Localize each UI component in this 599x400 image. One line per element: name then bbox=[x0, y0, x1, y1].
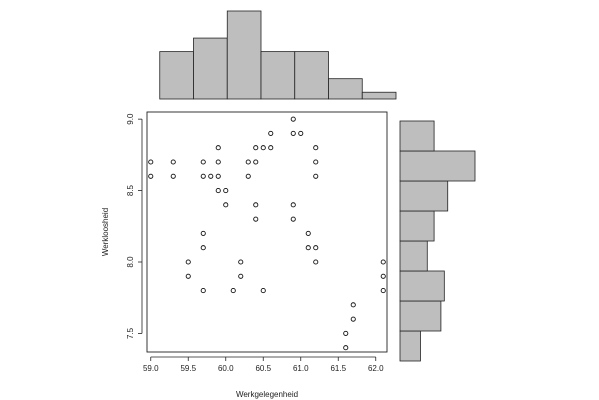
scatter-point bbox=[313, 145, 319, 151]
y-histogram-bar bbox=[399, 330, 421, 362]
scatter-point bbox=[290, 116, 296, 122]
scatter-point bbox=[215, 173, 221, 179]
x-histogram-bar bbox=[361, 91, 397, 100]
scatter-point bbox=[313, 245, 319, 251]
x-histogram-bar bbox=[260, 51, 296, 100]
scatter-point bbox=[380, 259, 386, 265]
x-tick-label: 62.0 bbox=[368, 364, 384, 373]
scatter-point bbox=[380, 273, 386, 279]
scatter-point bbox=[313, 173, 319, 179]
y-histogram-bar bbox=[399, 210, 435, 242]
scatter-point bbox=[200, 159, 206, 165]
x-tick-label: 61.5 bbox=[330, 364, 346, 373]
scatter-point bbox=[343, 330, 349, 336]
x-axis-label: Werkgelegenheid bbox=[236, 390, 298, 399]
x-histogram-bar bbox=[294, 51, 329, 100]
y-histogram-bar bbox=[399, 240, 428, 272]
plot-frame bbox=[146, 111, 388, 353]
x-tick-label: 60.0 bbox=[218, 364, 234, 373]
scatter-point bbox=[223, 188, 229, 194]
scatter-point bbox=[290, 202, 296, 208]
x-histogram-bar bbox=[193, 37, 228, 100]
y-axis: 7.5 8.0 8.5 9.0 bbox=[126, 113, 143, 339]
scatter-point bbox=[230, 288, 236, 294]
scatter-point bbox=[185, 273, 191, 279]
scatter-point bbox=[238, 273, 244, 279]
x-marginal-histogram bbox=[159, 10, 397, 100]
x-histogram-bar bbox=[226, 10, 262, 100]
scatter-point bbox=[215, 188, 221, 194]
y-tick-label: 7.5 bbox=[126, 327, 135, 339]
scatter-point bbox=[223, 202, 229, 208]
scatter-point bbox=[245, 159, 251, 165]
scatter-point bbox=[253, 145, 259, 151]
scatter-point bbox=[268, 145, 274, 151]
scatter-point bbox=[350, 302, 356, 308]
scatter-point bbox=[253, 159, 259, 165]
scatter-point bbox=[343, 345, 349, 351]
scatter-point bbox=[268, 130, 274, 136]
scatter-point bbox=[148, 173, 154, 179]
y-histogram-bar bbox=[399, 300, 442, 332]
y-histogram-bar bbox=[399, 270, 445, 302]
scatter-point bbox=[200, 288, 206, 294]
scatter-points bbox=[148, 116, 386, 351]
x-tick-label: 59.0 bbox=[143, 364, 159, 373]
scatter-point bbox=[305, 245, 311, 251]
scatter-point bbox=[215, 159, 221, 165]
y-marginal-histogram bbox=[399, 120, 476, 362]
scatter-point bbox=[305, 230, 311, 236]
x-tick-label: 61.0 bbox=[293, 364, 309, 373]
y-tick-label: 8.5 bbox=[126, 184, 135, 196]
scatter-point bbox=[200, 230, 206, 236]
scatter-point bbox=[313, 159, 319, 165]
y-tick-label: 8.0 bbox=[126, 256, 135, 268]
scatter-point bbox=[260, 288, 266, 294]
scatter-point bbox=[170, 159, 176, 165]
scatter-point bbox=[208, 173, 214, 179]
scatter-point bbox=[253, 202, 259, 208]
scatter-point bbox=[380, 288, 386, 294]
scatter-point bbox=[298, 130, 304, 136]
y-histogram-bar bbox=[399, 180, 449, 212]
scatter-point bbox=[245, 173, 251, 179]
y-axis-label: Werkloosheid bbox=[101, 208, 110, 256]
scatter-point bbox=[238, 259, 244, 265]
scatter-point bbox=[350, 316, 356, 322]
scatter-point bbox=[170, 173, 176, 179]
y-histogram-bar bbox=[399, 150, 476, 182]
scatter-point bbox=[290, 216, 296, 222]
scatter-point bbox=[290, 130, 296, 136]
scatter-point bbox=[200, 173, 206, 179]
y-tick-label: 9.0 bbox=[126, 113, 135, 125]
x-tick-label: 60.5 bbox=[255, 364, 271, 373]
scatter-point bbox=[260, 145, 266, 151]
x-axis: 59.0 59.5 60.0 60.5 61.0 61.5 62.0 bbox=[143, 356, 384, 373]
x-histogram-bar bbox=[159, 51, 194, 100]
y-histogram-bar bbox=[399, 120, 435, 152]
scatter-point bbox=[313, 259, 319, 265]
scatter-point bbox=[200, 245, 206, 251]
scatter-point bbox=[185, 259, 191, 265]
x-histogram-bar bbox=[328, 78, 363, 100]
x-tick-label: 59.5 bbox=[180, 364, 196, 373]
scatter-point bbox=[215, 145, 221, 151]
scatter-point bbox=[253, 216, 259, 222]
scatter-point bbox=[148, 159, 154, 165]
